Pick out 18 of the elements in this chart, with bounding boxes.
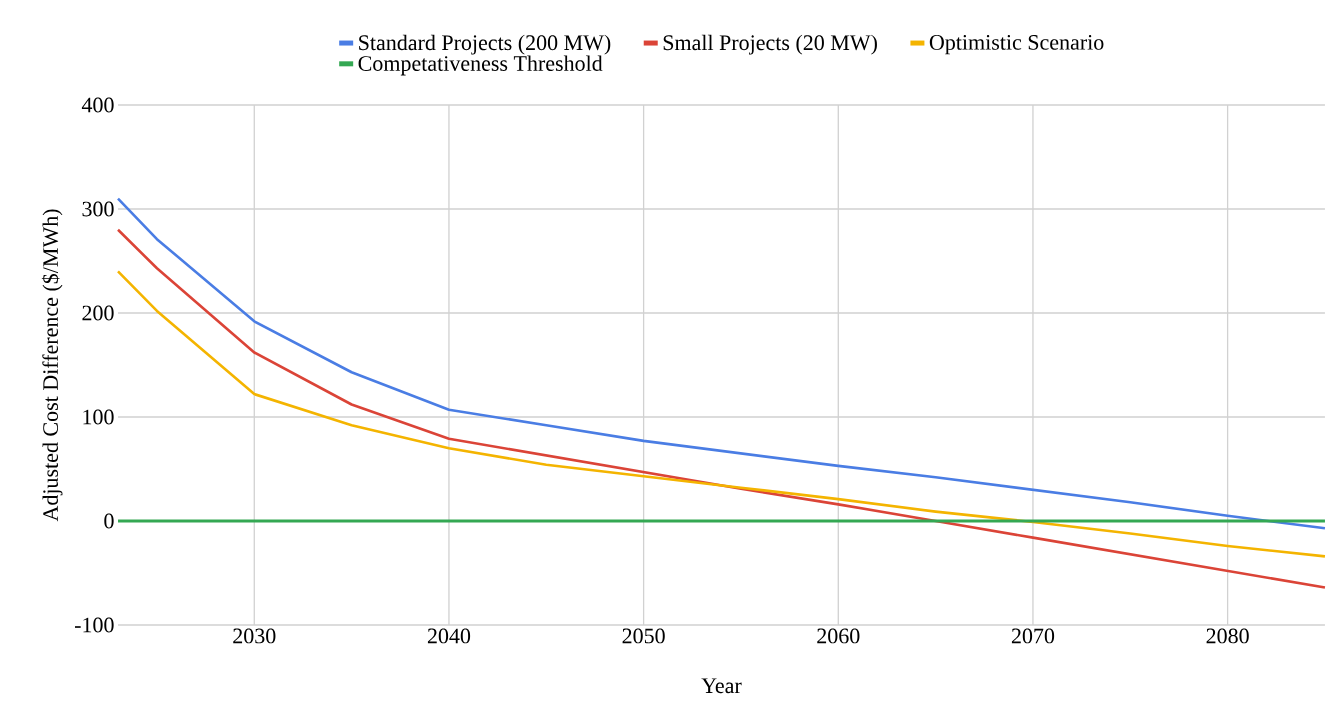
legend-label: Competativeness Threshold	[358, 55, 603, 76]
legend-label: Small Projects (20 MW)	[663, 34, 877, 55]
x-tick-label: 2060	[817, 628, 860, 644]
x-tick-label: 2070	[1011, 628, 1055, 644]
legend-label: Standard Projects (200 MW)	[359, 34, 611, 55]
y-tick-label: 400	[81, 97, 114, 113]
y-tick-label: 300	[82, 201, 114, 217]
x-tick-label: 2080	[1206, 628, 1249, 644]
y-tick-label: 200	[82, 305, 114, 321]
x-tick-label: 2030	[233, 628, 276, 644]
legend-label: Optimistic Scenario	[929, 35, 1104, 55]
y-tick-label: -100	[74, 617, 114, 633]
y-tick-label: 0	[104, 513, 114, 529]
y-axis-title: Adjusted Cost Difference ($/MWh)	[41, 209, 63, 522]
y-tick-label: 100	[83, 409, 114, 425]
x-tick-label: 2040	[427, 628, 471, 644]
x-tick-label: 2050	[622, 628, 665, 644]
x-axis-title: Year	[701, 678, 742, 694]
